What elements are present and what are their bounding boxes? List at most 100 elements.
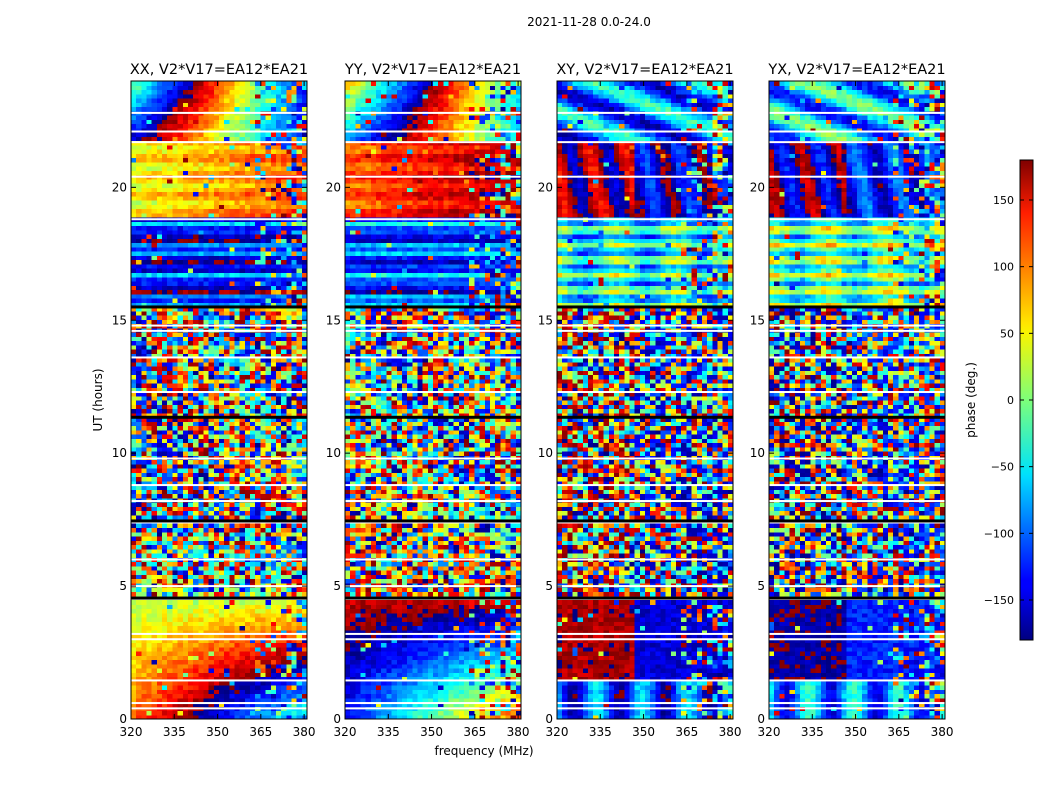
phase-cell xyxy=(291,374,298,380)
phase-cell xyxy=(182,608,189,614)
phase-cell xyxy=(131,302,137,308)
phase-cell xyxy=(208,629,215,635)
phase-cell xyxy=(136,689,142,695)
phase-cell xyxy=(167,404,174,410)
phase-cell xyxy=(286,463,293,469)
phase-cell xyxy=(193,514,199,520)
phase-cell xyxy=(224,251,230,256)
phase-cell xyxy=(244,417,251,422)
phase-cell xyxy=(136,676,142,682)
phase-cell xyxy=(208,578,215,584)
phase-cell xyxy=(291,370,298,376)
phase-cell xyxy=(255,468,262,473)
phase-cell xyxy=(182,476,189,482)
phase-cell xyxy=(301,574,308,580)
phase-cell xyxy=(291,434,298,439)
phase-cell xyxy=(213,361,220,367)
phase-cell xyxy=(234,191,241,197)
phase-cell xyxy=(239,336,246,342)
phase-cell xyxy=(291,387,298,393)
phase-cell xyxy=(229,319,236,325)
phase-cell xyxy=(167,667,174,673)
phase-cell xyxy=(255,506,262,512)
phase-cell xyxy=(234,663,241,669)
phase-cell xyxy=(255,561,262,567)
phase-cell xyxy=(260,612,267,618)
phase-cell xyxy=(291,238,298,244)
phase-cell xyxy=(229,234,236,239)
phase-cell xyxy=(177,438,184,444)
phase-cell xyxy=(193,302,199,308)
phase-cell xyxy=(131,446,137,452)
phase-cell xyxy=(187,119,194,125)
phase-cell xyxy=(234,149,241,154)
phase-cell xyxy=(234,85,241,91)
phase-cell xyxy=(177,161,184,167)
phase-cell xyxy=(255,229,262,235)
phase-cell xyxy=(156,502,163,507)
phase-cell xyxy=(167,276,174,282)
phase-cell xyxy=(270,221,277,227)
phase-cell xyxy=(265,425,272,431)
phase-cell xyxy=(255,629,262,635)
phase-cell xyxy=(301,144,308,150)
phase-cell xyxy=(255,144,262,150)
phase-cell xyxy=(156,365,163,371)
phase-cell xyxy=(224,106,230,112)
phase-cell xyxy=(203,480,210,486)
phase-cell xyxy=(239,570,246,575)
phase-cell xyxy=(162,451,168,456)
phase-cell xyxy=(270,98,277,103)
phase-cell xyxy=(182,93,189,99)
phase-cell xyxy=(255,625,262,631)
phase-cell xyxy=(156,442,163,448)
phase-cell xyxy=(141,115,148,120)
phase-cell xyxy=(156,153,163,159)
phase-cell xyxy=(255,187,262,193)
phase-cell xyxy=(167,638,174,644)
phase-cell xyxy=(151,242,158,248)
phase-cell xyxy=(224,353,230,359)
phase-cell xyxy=(131,599,137,605)
phase-cell xyxy=(291,544,298,550)
phase-cell xyxy=(255,136,262,142)
phase-cell xyxy=(182,421,189,427)
phase-cell xyxy=(182,212,189,218)
phase-cell xyxy=(151,451,158,456)
phase-cell xyxy=(229,587,236,592)
phase-cell xyxy=(167,93,174,99)
phase-cell xyxy=(270,523,277,529)
phase-cell xyxy=(270,672,277,678)
phase-cell xyxy=(260,599,267,605)
phase-cell xyxy=(162,348,168,354)
phase-cell xyxy=(213,710,220,716)
phase-cell xyxy=(141,642,148,648)
phase-cell xyxy=(234,195,241,201)
phase-cell xyxy=(296,591,303,597)
phase-cell xyxy=(239,646,246,652)
phase-cell xyxy=(265,468,272,473)
phase-cell xyxy=(177,429,184,435)
phase-cell xyxy=(219,417,225,422)
phase-cell xyxy=(177,544,184,550)
phase-cell xyxy=(172,438,179,444)
phase-cell xyxy=(250,612,256,618)
phase-cell xyxy=(239,238,246,244)
phase-cell xyxy=(250,476,256,482)
phase-cell xyxy=(296,442,303,448)
phase-cell xyxy=(296,348,303,354)
phase-cell xyxy=(296,527,303,533)
phase-cell xyxy=(172,166,179,171)
phase-cell xyxy=(172,361,179,367)
phase-cell xyxy=(172,89,179,95)
phase-cell xyxy=(198,255,205,261)
phase-cell xyxy=(270,183,277,188)
phase-cell xyxy=(270,161,277,167)
phase-cell xyxy=(187,93,194,99)
phase-cell xyxy=(177,183,184,188)
phase-cell xyxy=(239,561,246,567)
phase-cell xyxy=(224,310,230,316)
phase-cell xyxy=(219,336,225,342)
phase-cell xyxy=(177,208,184,214)
phase-cell xyxy=(182,701,189,707)
